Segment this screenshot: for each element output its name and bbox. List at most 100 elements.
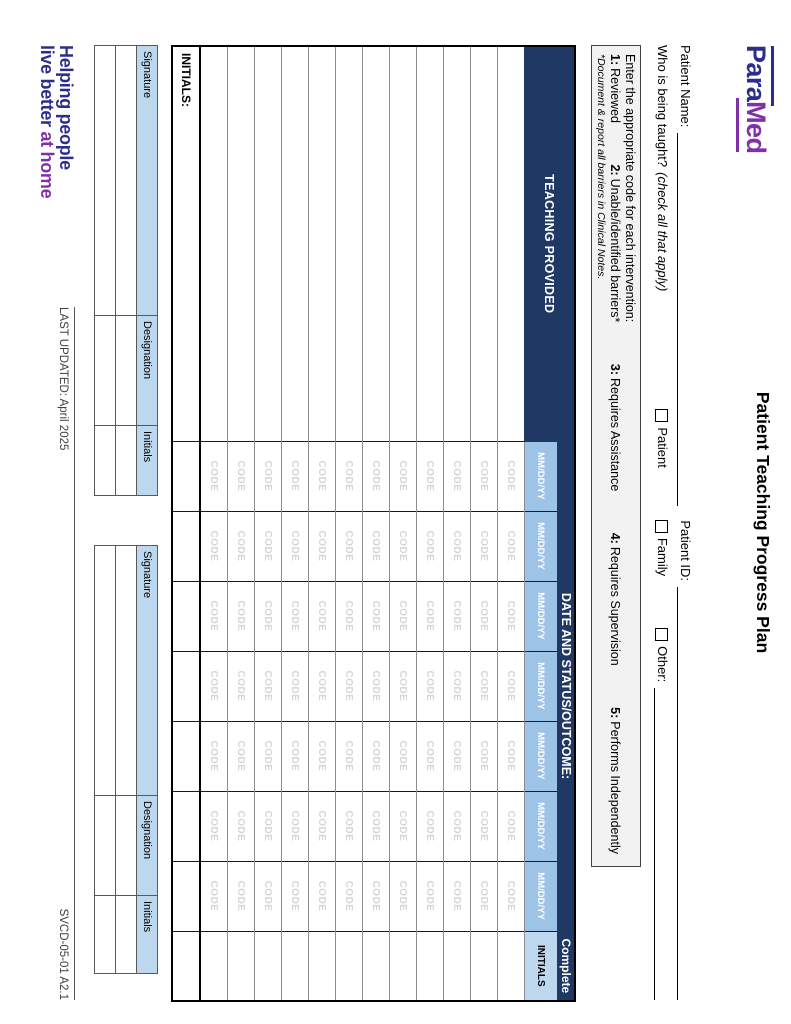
teaching-provided-cell[interactable] xyxy=(227,46,255,441)
initials-map-cell[interactable] xyxy=(172,931,200,1002)
code-cell[interactable]: CODE xyxy=(227,791,255,861)
complete-initials-cell[interactable] xyxy=(470,931,498,1002)
teaching-provided-cell[interactable] xyxy=(416,46,444,441)
other-field[interactable] xyxy=(654,688,670,1000)
code-cell[interactable]: CODE xyxy=(227,721,255,791)
family-checkbox-item[interactable]: Family xyxy=(654,519,670,576)
code-cell[interactable]: CODE xyxy=(470,721,498,791)
signature-cell[interactable] xyxy=(115,895,137,974)
complete-initials-cell[interactable] xyxy=(497,931,525,1002)
teaching-provided-cell[interactable] xyxy=(200,46,228,441)
other-checkbox-item[interactable]: Other: xyxy=(654,628,670,682)
signature-cell[interactable] xyxy=(94,45,116,316)
code-cell[interactable]: CODE xyxy=(497,441,525,511)
code-cell[interactable]: CODE xyxy=(281,791,309,861)
date-column-header[interactable]: MM/DD/YY xyxy=(524,441,558,511)
initials-map-cell[interactable] xyxy=(172,581,200,651)
code-cell[interactable]: CODE xyxy=(200,721,228,791)
signature-cell[interactable] xyxy=(115,45,137,316)
teaching-provided-cell[interactable] xyxy=(308,46,336,441)
signature-cell[interactable] xyxy=(115,315,137,426)
date-column-header[interactable]: MM/DD/YY xyxy=(524,511,558,581)
code-cell[interactable]: CODE xyxy=(281,441,309,511)
initials-map-cell[interactable] xyxy=(172,721,200,791)
signature-cell[interactable] xyxy=(115,425,137,496)
code-cell[interactable]: CODE xyxy=(362,721,390,791)
code-cell[interactable]: CODE xyxy=(254,861,282,932)
code-cell[interactable]: CODE xyxy=(200,651,228,721)
code-cell[interactable]: CODE xyxy=(362,651,390,721)
code-cell[interactable]: CODE xyxy=(416,791,444,861)
code-cell[interactable]: CODE xyxy=(335,511,363,581)
code-cell[interactable]: CODE xyxy=(227,581,255,651)
code-cell[interactable]: CODE xyxy=(416,861,444,932)
code-cell[interactable]: CODE xyxy=(443,581,471,651)
code-cell[interactable]: CODE xyxy=(416,581,444,651)
code-cell[interactable]: CODE xyxy=(308,651,336,721)
code-cell[interactable]: CODE xyxy=(254,721,282,791)
signature-cell[interactable] xyxy=(115,795,137,896)
code-cell[interactable]: CODE xyxy=(389,441,417,511)
complete-initials-cell[interactable] xyxy=(389,931,417,1002)
code-cell[interactable]: CODE xyxy=(443,651,471,721)
complete-initials-cell[interactable] xyxy=(443,931,471,1002)
code-cell[interactable]: CODE xyxy=(470,861,498,932)
patient-checkbox[interactable] xyxy=(655,409,669,423)
other-checkbox[interactable] xyxy=(655,628,669,642)
signature-cell[interactable] xyxy=(94,425,116,496)
code-cell[interactable]: CODE xyxy=(308,581,336,651)
code-cell[interactable]: CODE xyxy=(389,791,417,861)
complete-initials-cell[interactable] xyxy=(335,931,363,1002)
signature-cell[interactable] xyxy=(94,545,116,796)
initials-map-cell[interactable] xyxy=(172,651,200,721)
code-cell[interactable]: CODE xyxy=(389,651,417,721)
code-cell[interactable]: CODE xyxy=(362,441,390,511)
code-cell[interactable]: CODE xyxy=(389,861,417,932)
code-cell[interactable]: CODE xyxy=(281,581,309,651)
code-cell[interactable]: CODE xyxy=(200,791,228,861)
code-cell[interactable]: CODE xyxy=(335,651,363,721)
code-cell[interactable]: CODE xyxy=(497,651,525,721)
complete-initials-cell[interactable] xyxy=(281,931,309,1002)
code-cell[interactable]: CODE xyxy=(389,581,417,651)
code-cell[interactable]: CODE xyxy=(443,721,471,791)
code-cell[interactable]: CODE xyxy=(281,651,309,721)
family-checkbox[interactable] xyxy=(655,519,669,533)
code-cell[interactable]: CODE xyxy=(308,861,336,932)
signature-cell[interactable] xyxy=(115,545,137,796)
code-cell[interactable]: CODE xyxy=(497,511,525,581)
complete-initials-cell[interactable] xyxy=(416,931,444,1002)
code-cell[interactable]: CODE xyxy=(200,441,228,511)
code-cell[interactable]: CODE xyxy=(308,511,336,581)
code-cell[interactable]: CODE xyxy=(416,721,444,791)
code-cell[interactable]: CODE xyxy=(281,861,309,932)
code-cell[interactable]: CODE xyxy=(362,791,390,861)
code-cell[interactable]: CODE xyxy=(443,861,471,932)
initials-map-cell[interactable] xyxy=(172,861,200,932)
teaching-provided-cell[interactable] xyxy=(254,46,282,441)
teaching-provided-cell[interactable] xyxy=(362,46,390,441)
code-cell[interactable]: CODE xyxy=(281,721,309,791)
complete-initials-cell[interactable] xyxy=(308,931,336,1002)
date-column-header[interactable]: MM/DD/YY xyxy=(524,651,558,721)
initials-map-cell[interactable] xyxy=(172,791,200,861)
teaching-provided-cell[interactable] xyxy=(470,46,498,441)
code-cell[interactable]: CODE xyxy=(443,511,471,581)
code-cell[interactable]: CODE xyxy=(254,441,282,511)
complete-initials-cell[interactable] xyxy=(227,931,255,1002)
code-cell[interactable]: CODE xyxy=(200,511,228,581)
code-cell[interactable]: CODE xyxy=(416,511,444,581)
code-cell[interactable]: CODE xyxy=(227,511,255,581)
date-column-header[interactable]: MM/DD/YY xyxy=(524,721,558,791)
complete-initials-cell[interactable] xyxy=(362,931,390,1002)
code-cell[interactable]: CODE xyxy=(416,441,444,511)
date-column-header[interactable]: MM/DD/YY xyxy=(524,791,558,861)
teaching-provided-cell[interactable] xyxy=(281,46,309,441)
signature-cell[interactable] xyxy=(94,895,116,974)
code-cell[interactable]: CODE xyxy=(335,581,363,651)
patient-name-field[interactable] xyxy=(677,133,693,507)
code-cell[interactable]: CODE xyxy=(281,511,309,581)
patient-id-field[interactable] xyxy=(677,587,693,1001)
code-cell[interactable]: CODE xyxy=(389,511,417,581)
code-cell[interactable]: CODE xyxy=(389,721,417,791)
